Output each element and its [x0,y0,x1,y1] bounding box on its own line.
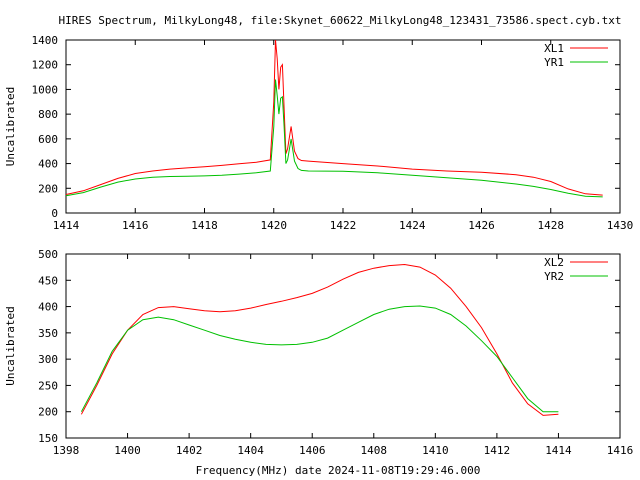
x-tick-label: 1424 [399,219,426,232]
plot-frame [65,253,621,439]
x-tick-label: 1400 [114,444,141,457]
y-tick-label: 300 [38,353,58,366]
x-tick-label: 1416 [122,219,149,232]
y-axis-label: Uncalibrated [4,306,17,385]
x-axis-label: Frequency(MHz) date 2024-11-08T19:29:46.… [196,464,481,477]
x-tick-label: 1422 [330,219,357,232]
y-tick-label: 1400 [32,34,59,47]
y-tick-label: 600 [38,133,58,146]
y-tick-label: 800 [38,108,58,121]
x-tick-label: 1408 [361,444,388,457]
y-tick-label: 400 [38,158,58,171]
y-tick-label: 350 [38,327,58,340]
x-tick-label: 1420 [261,219,288,232]
x-tick-label: 1404 [237,444,264,457]
x-tick-label: 1406 [299,444,326,457]
series-line-yr1 [65,79,603,198]
y-tick-label: 500 [38,248,58,261]
y-tick-label: 1200 [32,59,59,72]
x-tick-label: 1410 [422,444,449,457]
x-tick-label: 1428 [538,219,565,232]
legend-label-xl1: XL1 [544,42,564,55]
y-tick-label: 200 [38,182,58,195]
y-tick-label: 200 [38,406,58,419]
x-tick-label: 1414 [545,444,572,457]
chart-title: HIRES Spectrum, MilkyLong48, file:Skynet… [59,14,622,27]
x-tick-label: 1412 [484,444,511,457]
y-tick-label: 0 [51,207,58,220]
x-tick-label: 1430 [607,219,634,232]
x-tick-label: 1402 [176,444,203,457]
legend-label-xl2: XL2 [544,256,564,269]
series-line-xl2 [80,263,559,416]
y-tick-label: 1000 [32,83,59,96]
x-tick-label: 1418 [191,219,218,232]
series-line-yr2 [80,305,559,413]
y-tick-label: 250 [38,379,58,392]
x-tick-label: 1414 [53,219,80,232]
chart-panel-1: 1414 1416 1418 1420 1422 1424 1426 1428 1430 0 200… [4,34,633,232]
y-tick-label: 450 [38,274,58,287]
x-tick-label: 1416 [607,444,634,457]
series-line-xl1 [65,39,603,196]
legend-label-yr2: YR2 [544,270,564,283]
y-axis-label: Uncalibrated [4,87,17,166]
x-tick-label: 1398 [53,444,80,457]
legend-label-yr1: YR1 [544,56,564,69]
x-tick-label: 1426 [468,219,495,232]
y-tick-label: 150 [38,432,58,445]
y-tick-label: 400 [38,301,58,314]
chart-panel-2: 1398 1400 1402 1404 1406 1408 1410 1412 1414 1416… [4,248,633,457]
